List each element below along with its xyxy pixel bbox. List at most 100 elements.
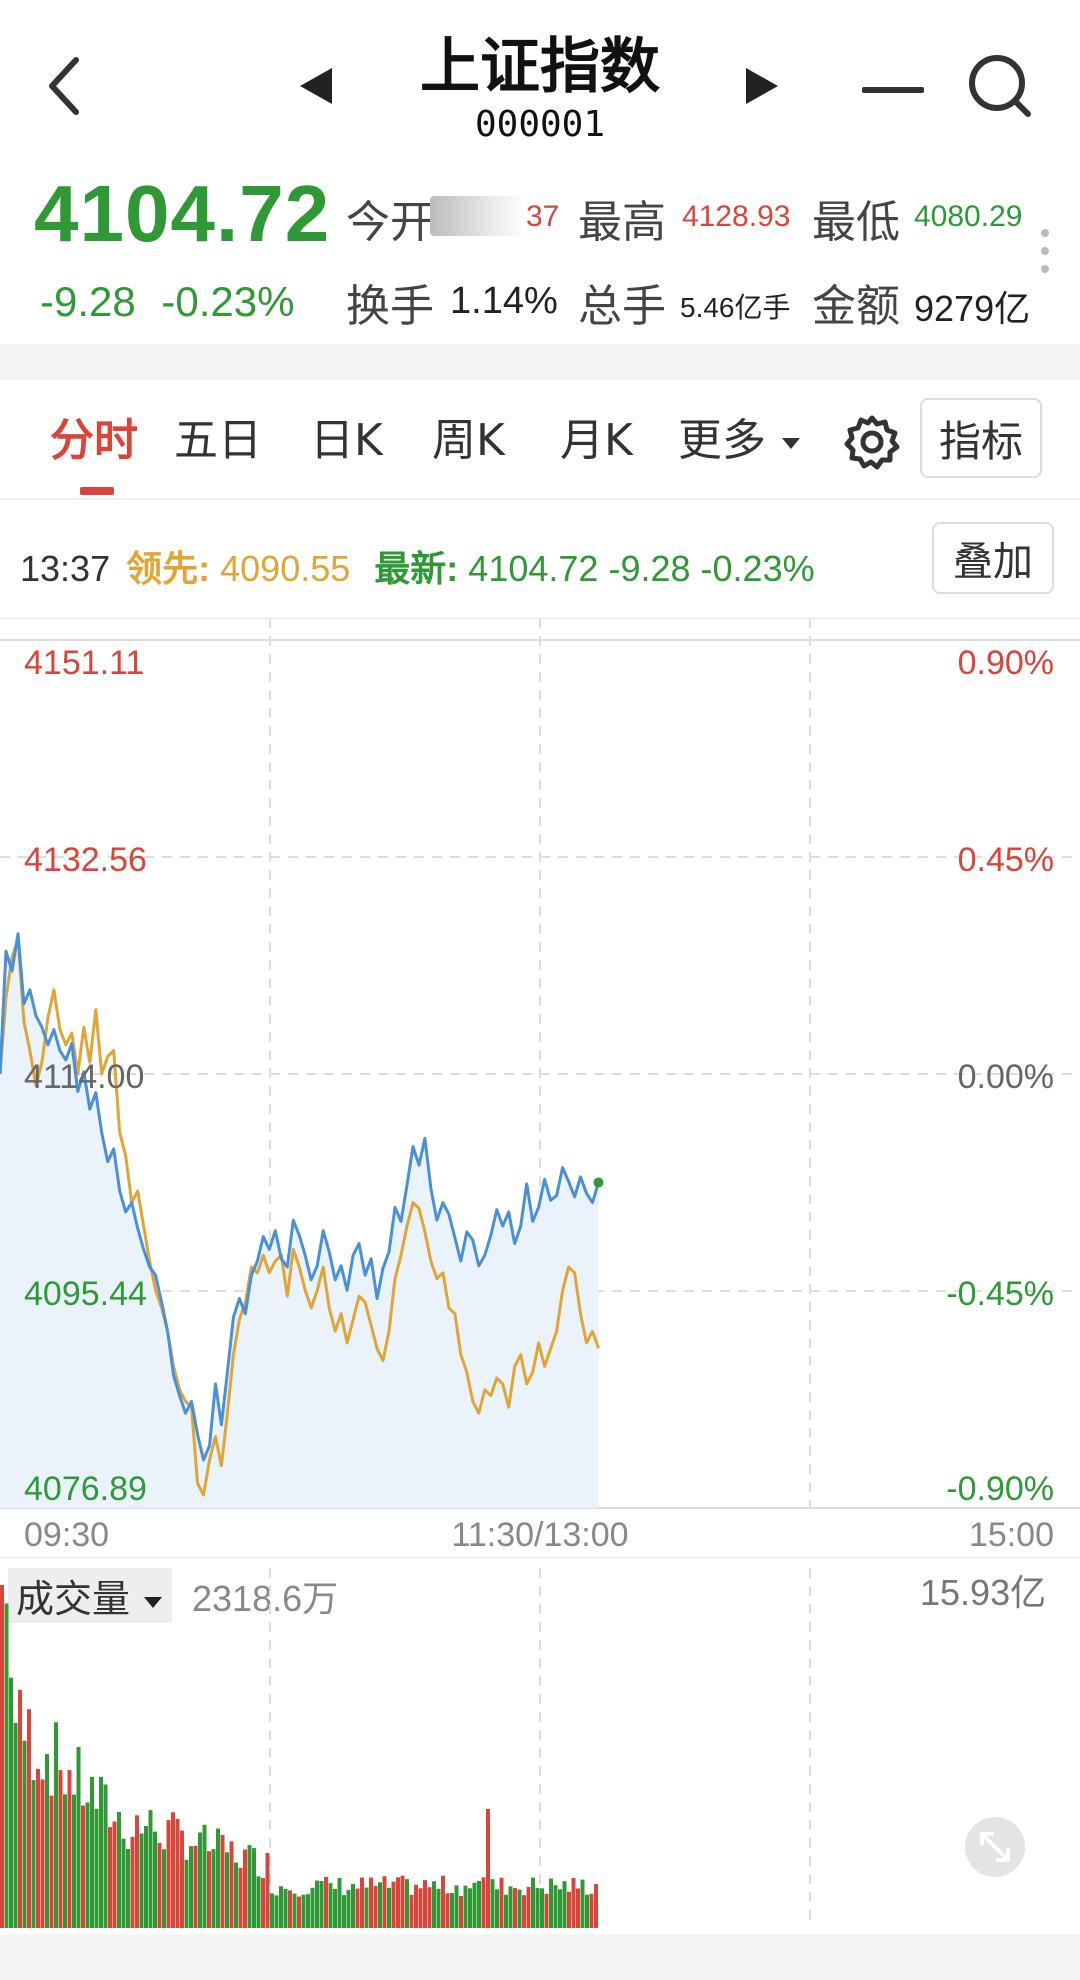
volume-bar [382, 1876, 387, 1928]
volume-bar [99, 1776, 103, 1928]
volume-bar [139, 1833, 144, 1928]
volume-bar [198, 1832, 202, 1928]
volume-bar [94, 1808, 99, 1928]
volume-bar [220, 1835, 225, 1928]
tab-day-k[interactable]: 日K [310, 415, 383, 466]
volume-current: 2318.6万 [192, 1578, 339, 1619]
tab-five-day[interactable]: 五日 [174, 415, 262, 466]
cursor-time: 13:37 [20, 548, 111, 589]
search-icon[interactable] [966, 52, 1036, 120]
volume-bar [454, 1885, 459, 1928]
tab-more[interactable]: 更多 [678, 404, 802, 468]
caret-down-icon [144, 1596, 163, 1608]
overlay-button[interactable]: 叠加 [932, 522, 1054, 594]
volume-bar [261, 1878, 265, 1928]
volume-bar [369, 1877, 373, 1928]
volume-selector[interactable]: 成交量 [8, 1568, 173, 1623]
tab-week-k[interactable]: 周K [432, 415, 505, 466]
volume-bar [148, 1810, 153, 1928]
low-value: 4080.29 [914, 200, 1023, 233]
volume-bar [445, 1893, 450, 1928]
bottom-divider [0, 1934, 1080, 1980]
volume-bar [238, 1867, 243, 1928]
volume-bar [157, 1842, 162, 1928]
active-tab-indicator [80, 487, 114, 495]
volume-bar [315, 1880, 319, 1928]
volume-bar [247, 1845, 252, 1928]
volume-bar [463, 1885, 468, 1928]
volume-bar [337, 1878, 342, 1928]
volume-bar [144, 1826, 148, 1928]
volume-bar [288, 1890, 292, 1928]
x-tick-label: 09:30 [24, 1516, 109, 1554]
volume-bar [400, 1875, 405, 1928]
lead-label: 领先: [126, 548, 211, 589]
volume-bar [409, 1894, 414, 1928]
volume-bar [432, 1881, 436, 1928]
volume-bar [499, 1877, 504, 1928]
turnover-value: 1.14% [450, 280, 558, 322]
volume-bar [535, 1888, 540, 1928]
volume-bar [324, 1877, 328, 1928]
expand-icon[interactable] [964, 1816, 1026, 1878]
volume-bar [58, 1770, 63, 1928]
price-area-fill [0, 933, 599, 1508]
volume-bar [49, 1795, 54, 1928]
volume-bar [153, 1831, 157, 1928]
back-icon[interactable] [44, 56, 84, 116]
volume-bar [31, 1780, 36, 1928]
section-divider [0, 344, 1080, 380]
volume-bar [427, 1887, 432, 1928]
more-dots-icon[interactable] [1038, 226, 1052, 278]
settings-gear-icon[interactable] [842, 412, 902, 472]
volume-bar [594, 1884, 598, 1928]
minus-icon[interactable] [862, 80, 924, 93]
volume-bar [112, 1821, 117, 1928]
indicator-button[interactable]: 指标 [920, 398, 1042, 478]
volume-bar [0, 1585, 4, 1928]
volume-bar [355, 1888, 360, 1928]
volume-bar [229, 1841, 234, 1928]
volume-bar [576, 1888, 580, 1928]
volume-bar [292, 1893, 297, 1928]
lead-value: 4090.55 [220, 548, 351, 589]
y-left-tick-label: 4095.44 [24, 1275, 147, 1313]
volume-bar [472, 1882, 477, 1928]
volume-bar [90, 1776, 94, 1928]
volume-bar [513, 1888, 517, 1928]
volume-bar [121, 1838, 126, 1928]
volume-label: 成交量 [16, 1577, 131, 1621]
caret-down-icon [782, 438, 800, 449]
volume-bar [175, 1818, 180, 1928]
volume-bar [22, 1740, 27, 1928]
volume-bar [225, 1852, 229, 1928]
intraday-price-chart[interactable]: 4151.11 4132.56 4114.00 4095.44 4076.89 0.90… [0, 618, 1080, 1558]
next-stock-icon[interactable] [744, 66, 780, 106]
volume-bar [265, 1853, 270, 1928]
y-right-tick-label: -0.90% [946, 1470, 1054, 1508]
volume-bar [571, 1877, 576, 1928]
volume-bar [360, 1877, 364, 1928]
volume-bar [4, 1603, 9, 1928]
volume-bar [531, 1877, 535, 1928]
tab-more-label: 更多 [678, 415, 766, 466]
volume-bar [580, 1879, 585, 1928]
change-value: -9.28 [40, 278, 136, 325]
volume-bar [328, 1883, 333, 1928]
volume-bar [297, 1896, 301, 1928]
volume-bar [319, 1881, 324, 1928]
volume-bar [391, 1881, 396, 1928]
volume-bar [418, 1888, 423, 1928]
volume-bar [40, 1779, 45, 1928]
volume-bar [351, 1883, 355, 1928]
volume-bar [589, 1893, 594, 1928]
volume-bar [54, 1722, 58, 1928]
volume-bar [36, 1768, 40, 1928]
y-right-tick-label: 0.90% [958, 644, 1054, 682]
tab-month-k[interactable]: 月K [560, 415, 633, 466]
volume-bar [387, 1887, 391, 1928]
tab-minute[interactable]: 分时 [50, 415, 138, 466]
volume-bar [211, 1849, 216, 1928]
amount-value: 9279亿 [914, 288, 1031, 329]
prev-stock-icon[interactable] [298, 66, 334, 106]
